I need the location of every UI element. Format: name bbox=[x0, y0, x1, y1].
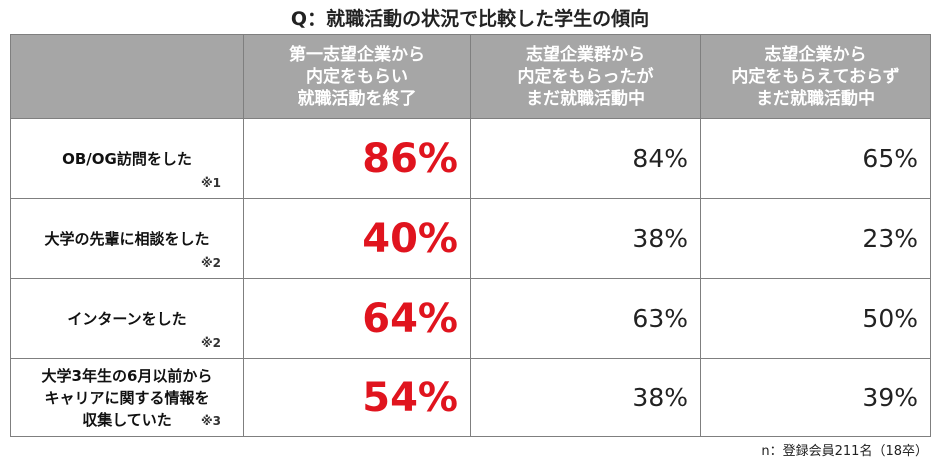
header-line: まだ就職活動中 bbox=[756, 88, 875, 109]
value-cell: 38% bbox=[470, 358, 701, 437]
title: Q：就職活動の状況で比較した学生の傾向 bbox=[290, 8, 650, 30]
value-cell: 38% bbox=[470, 198, 701, 279]
header-line: 内定をもらったが bbox=[517, 66, 654, 87]
header-line: 第一志望企業から bbox=[289, 44, 425, 65]
value-cell: 23% bbox=[700, 198, 931, 279]
header-line: 内定をもらい bbox=[306, 66, 408, 87]
value-cell: 39% bbox=[700, 358, 931, 437]
footnote: n：登録会員211名（18卒） bbox=[761, 444, 928, 459]
value-cell: 63% bbox=[470, 278, 701, 359]
value-cell: 50% bbox=[700, 278, 931, 359]
row-label-line: 大学の先輩に相談をした bbox=[44, 229, 210, 248]
value-cell: 40% bbox=[243, 198, 471, 279]
value-cell: 84% bbox=[470, 118, 701, 199]
value-cell: 54% bbox=[243, 358, 471, 437]
row-note: ※2 bbox=[200, 256, 221, 270]
row-note: ※1 bbox=[200, 176, 221, 190]
row-label: 大学の先輩に相談をした ※2 bbox=[10, 198, 244, 279]
value-cell: 64% bbox=[243, 278, 471, 359]
header-cell bbox=[10, 34, 244, 119]
row-label-line: キャリアに関する情報を bbox=[44, 388, 210, 407]
row-label-line: OB/OG訪問をした bbox=[62, 149, 192, 168]
row-label-line: 収集していた bbox=[82, 410, 172, 429]
row-label: OB/OG訪問をした ※1 bbox=[10, 118, 244, 199]
header-line: 志望企業から bbox=[764, 44, 867, 65]
header-cell: 志望企業群から 内定をもらったが まだ就職活動中 bbox=[470, 34, 701, 119]
row-label: インターンをした ※2 bbox=[10, 278, 244, 359]
row-note: ※3 bbox=[200, 414, 221, 428]
value-cell: 65% bbox=[700, 118, 931, 199]
header-line: まだ就職活動中 bbox=[526, 88, 645, 109]
row-note: ※2 bbox=[200, 336, 221, 350]
row-label-line: インターンをした bbox=[67, 309, 187, 328]
header-line: 内定をもらえておらず bbox=[731, 66, 900, 87]
header-cell: 第一志望企業から 内定をもらい 就職活動を終了 bbox=[243, 34, 471, 119]
value-cell: 86% bbox=[243, 118, 471, 199]
header-line: 志望企業群から bbox=[526, 44, 645, 65]
row-label: 大学3年生の6月以前から キャリアに関する情報を 収集していた ※3 bbox=[10, 358, 244, 437]
row-label-line: 大学3年生の6月以前から bbox=[41, 366, 213, 385]
header-cell: 志望企業から 内定をもらえておらず まだ就職活動中 bbox=[700, 34, 931, 119]
header-line: 就職活動を終了 bbox=[297, 88, 417, 109]
